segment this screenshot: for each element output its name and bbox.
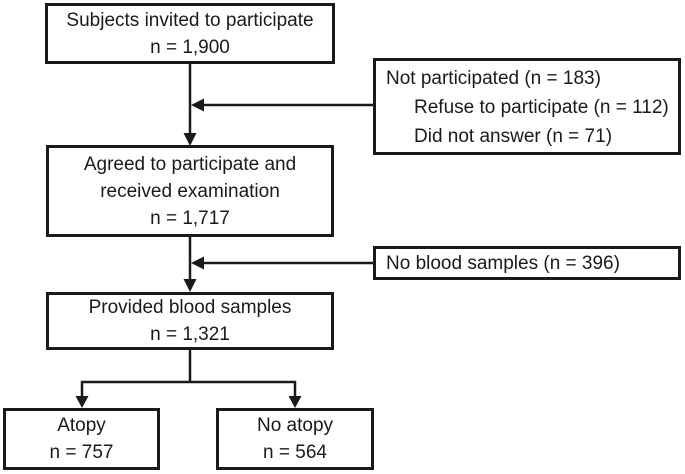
connector-not-participated <box>191 98 373 112</box>
box-line: Subjects invited to participate <box>66 9 314 31</box>
box-line: Not participated (n = 183) <box>386 68 601 89</box>
arrowhead-down-icon <box>75 396 89 408</box>
box-atopy: Atopy n = 757 <box>3 408 160 470</box>
box-line: Provided blood samples <box>88 297 292 318</box>
box-provided-blood-samples: Provided blood samples n = 1,321 <box>46 292 334 350</box>
arrowhead-down-icon <box>183 279 197 292</box>
arrowhead-left-icon <box>191 256 204 270</box>
box-line: No atopy <box>256 415 334 436</box>
box-count: n = 1,321 <box>150 324 230 345</box>
box-line: Atopy <box>57 415 106 436</box>
box-line: received examination <box>100 180 280 202</box>
connector-invited-to-agreed <box>183 64 197 146</box>
arrowhead-down-icon <box>288 396 302 408</box>
box-count: n = 1,717 <box>150 207 230 229</box>
connector-agreed-to-provided <box>183 237 197 292</box>
box-no-blood-samples: No blood samples (n = 396) <box>373 246 681 280</box>
connector-provided-split <box>75 350 302 408</box>
box-count: n = 757 <box>49 442 114 463</box>
box-sub-item: Did not answer (n = 71) <box>414 126 613 147</box>
box-count: n = 564 <box>263 442 327 463</box>
box-line: No blood samples (n = 396) <box>386 252 620 274</box>
arrowhead-down-icon <box>183 133 197 146</box>
arrowhead-left-icon <box>191 98 204 112</box>
box-sub-item: Refuse to participate (n = 112) <box>414 97 669 118</box>
box-agreed-to-participate: Agreed to participate and received exami… <box>46 145 334 237</box>
connector-no-blood-samples <box>191 256 373 270</box>
box-count: n = 1,900 <box>150 36 230 58</box>
box-line: Agreed to participate and <box>83 153 297 175</box>
box-not-participated: Not participated (n = 183) Refuse to par… <box>373 58 681 155</box>
box-subjects-invited: Subjects invited to participate n = 1,90… <box>45 3 335 64</box>
box-no-atopy: No atopy n = 564 <box>216 408 374 470</box>
